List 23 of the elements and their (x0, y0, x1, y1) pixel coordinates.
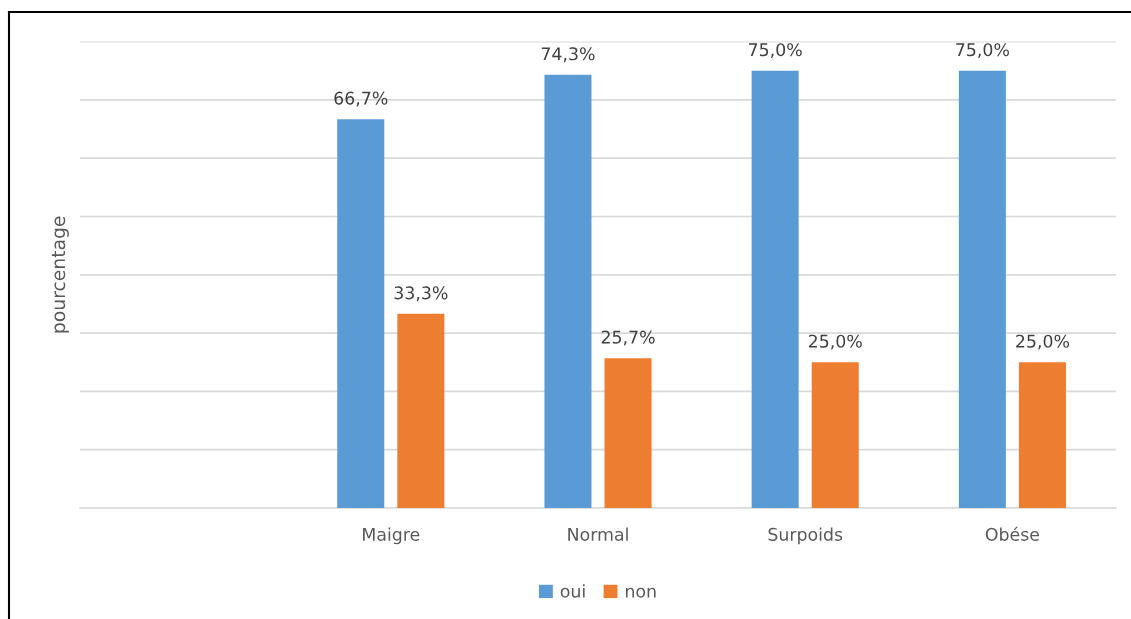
legend-label: non (626, 587, 656, 598)
data-label: 25,0% (1016, 334, 1070, 350)
x-tick-label: Obése (985, 526, 1040, 541)
data-label: 25,0% (808, 334, 862, 350)
bar (337, 119, 385, 508)
data-label: 75,0% (956, 43, 1009, 59)
data-label: 66,7% (334, 91, 388, 107)
x-tick-label: Maigre (363, 527, 420, 545)
bar (751, 70, 799, 508)
bar (544, 74, 592, 508)
bar (397, 313, 445, 508)
bar (604, 358, 652, 508)
data-label: 75,0% (749, 43, 802, 59)
y-axis-title: pourcentage (51, 216, 69, 333)
data-label: 33,3% (394, 286, 448, 302)
x-tick-label: Normal (568, 527, 628, 541)
bar (958, 70, 1006, 508)
bar (1018, 362, 1066, 508)
bar (811, 362, 859, 508)
legend-label: oui (560, 584, 585, 598)
x-tick-label: Surpoids (768, 527, 843, 545)
data-label: 25,7% (601, 330, 655, 346)
data-label: 74,3% (541, 47, 595, 63)
